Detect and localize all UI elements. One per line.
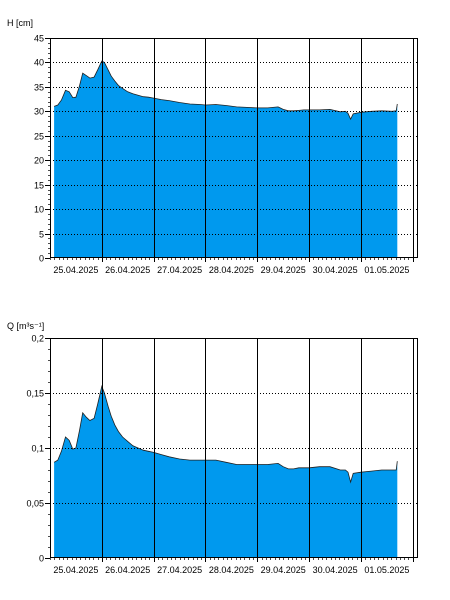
y-tick-label: 0	[39, 254, 44, 264]
y-tick-label: 10	[34, 205, 44, 215]
y-tick-label: 15	[34, 181, 44, 191]
x-tick-label: 29.04.2025	[261, 565, 306, 575]
series-line	[53, 60, 398, 121]
x-tick-label: 27.04.2025	[157, 565, 202, 575]
y-tick-label: 45	[34, 34, 44, 44]
x-tick-label: 25.04.2025	[53, 265, 98, 275]
y-tick-label: 25	[34, 132, 44, 142]
x-tick-label: 27.04.2025	[157, 265, 202, 275]
x-tick-label: 29.04.2025	[261, 265, 306, 275]
y-tick-label: 0,15	[26, 389, 44, 399]
y-tick-label: 0,2	[31, 334, 44, 344]
series-area	[54, 386, 398, 558]
x-tick-label: 25.04.2025	[53, 565, 98, 575]
plot-frame	[50, 38, 418, 258]
series-line	[53, 385, 398, 484]
y-axis-title-water-level: H [cm]	[7, 18, 33, 28]
x-tick-label: 28.04.2025	[209, 265, 254, 275]
y-tick-label: 35	[34, 83, 44, 93]
x-tick-label: 28.04.2025	[209, 565, 254, 575]
y-tick-label: 40	[34, 58, 44, 68]
y-tick-label: 30	[34, 107, 44, 117]
y-tick-label: 20	[34, 156, 44, 166]
y-tick-label: 5	[39, 230, 44, 240]
discharge-chart: Q [m³s⁻¹] 0 0,05 0,1 0,15 0,2 25.04.2025 26.04…	[7, 321, 418, 575]
x-tick-label: 30.04.2025	[313, 265, 358, 275]
x-tick-label: 26.04.2025	[105, 565, 150, 575]
y-tick-label: 0,1	[31, 444, 44, 454]
x-tick-label: 01.05.2025	[364, 565, 409, 575]
y-axis-title-discharge: Q [m³s⁻¹]	[7, 321, 44, 331]
y-tick-label: 0,05	[26, 499, 44, 509]
water-level-chart: H [cm] 0 5 10 15 20 25 30 35 40 45 25.04.2025 26.04…	[7, 18, 418, 275]
x-tick-label: 01.05.2025	[364, 265, 409, 275]
y-tick-label: 0	[39, 554, 44, 564]
plot-frame	[50, 338, 418, 558]
x-tick-label: 30.04.2025	[313, 565, 358, 575]
x-tick-label: 26.04.2025	[105, 265, 150, 275]
